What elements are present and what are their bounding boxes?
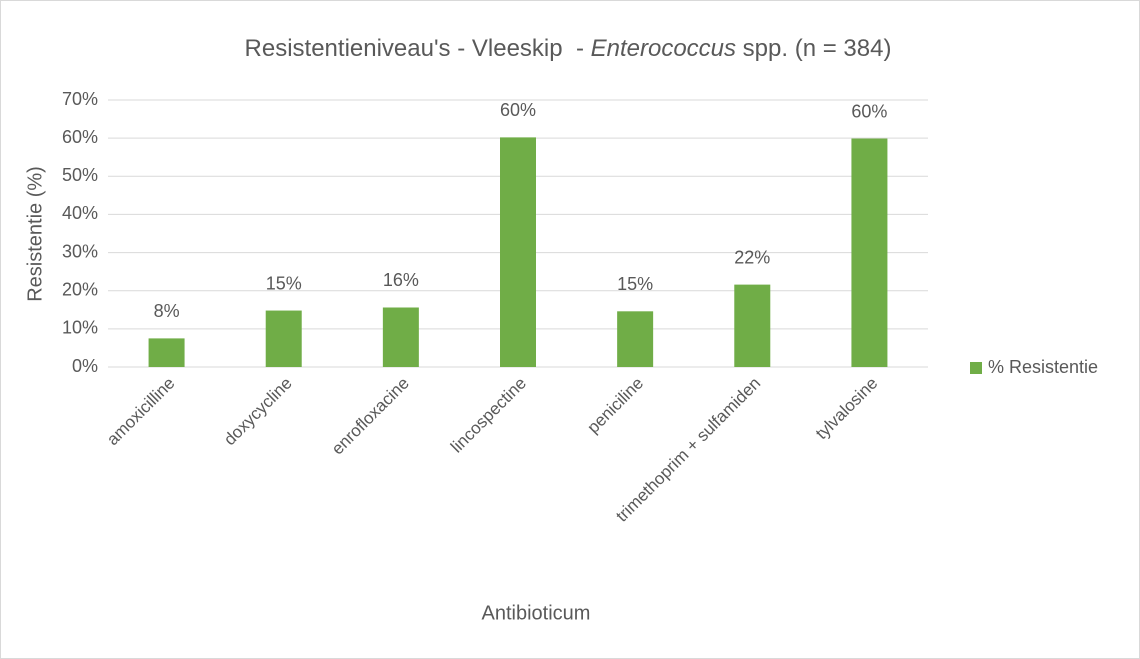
chart-title: Resistentieniveau's - Vleeskip - Enteroc… [245,35,892,62]
data-label: 15% [617,274,653,294]
title-part: Resistentieniveau's - Vleeskip - [245,35,591,62]
y-tick-label: 10% [62,318,98,338]
y-axis-label: Resistentie (%) [24,166,46,302]
y-tick-label: 0% [72,356,98,376]
bar [617,311,654,367]
y-tick-label: 60% [62,127,98,147]
data-label: 60% [500,100,536,120]
y-tick-label: 30% [62,241,98,261]
y-tick-label: 20% [62,279,98,299]
bar [851,138,888,367]
title-part: Enterococcus [591,35,736,62]
bar [265,310,302,367]
legend-swatch [970,362,982,374]
x-axis-label: Antibioticum [482,602,591,624]
title-part: spp. (n = 384) [736,35,891,62]
legend-label: % Resistentie [988,357,1098,377]
data-label: 15% [266,273,302,293]
data-label: 22% [734,247,770,267]
data-label: 60% [851,101,887,121]
data-label: 8% [154,301,180,321]
bar [500,137,536,367]
bar [382,307,419,367]
data-label: 16% [383,270,419,290]
y-tick-label: 50% [62,165,98,185]
bar [734,284,771,367]
bar [148,338,185,367]
y-tick-label: 70% [62,89,98,109]
y-tick-label: 40% [62,203,98,223]
